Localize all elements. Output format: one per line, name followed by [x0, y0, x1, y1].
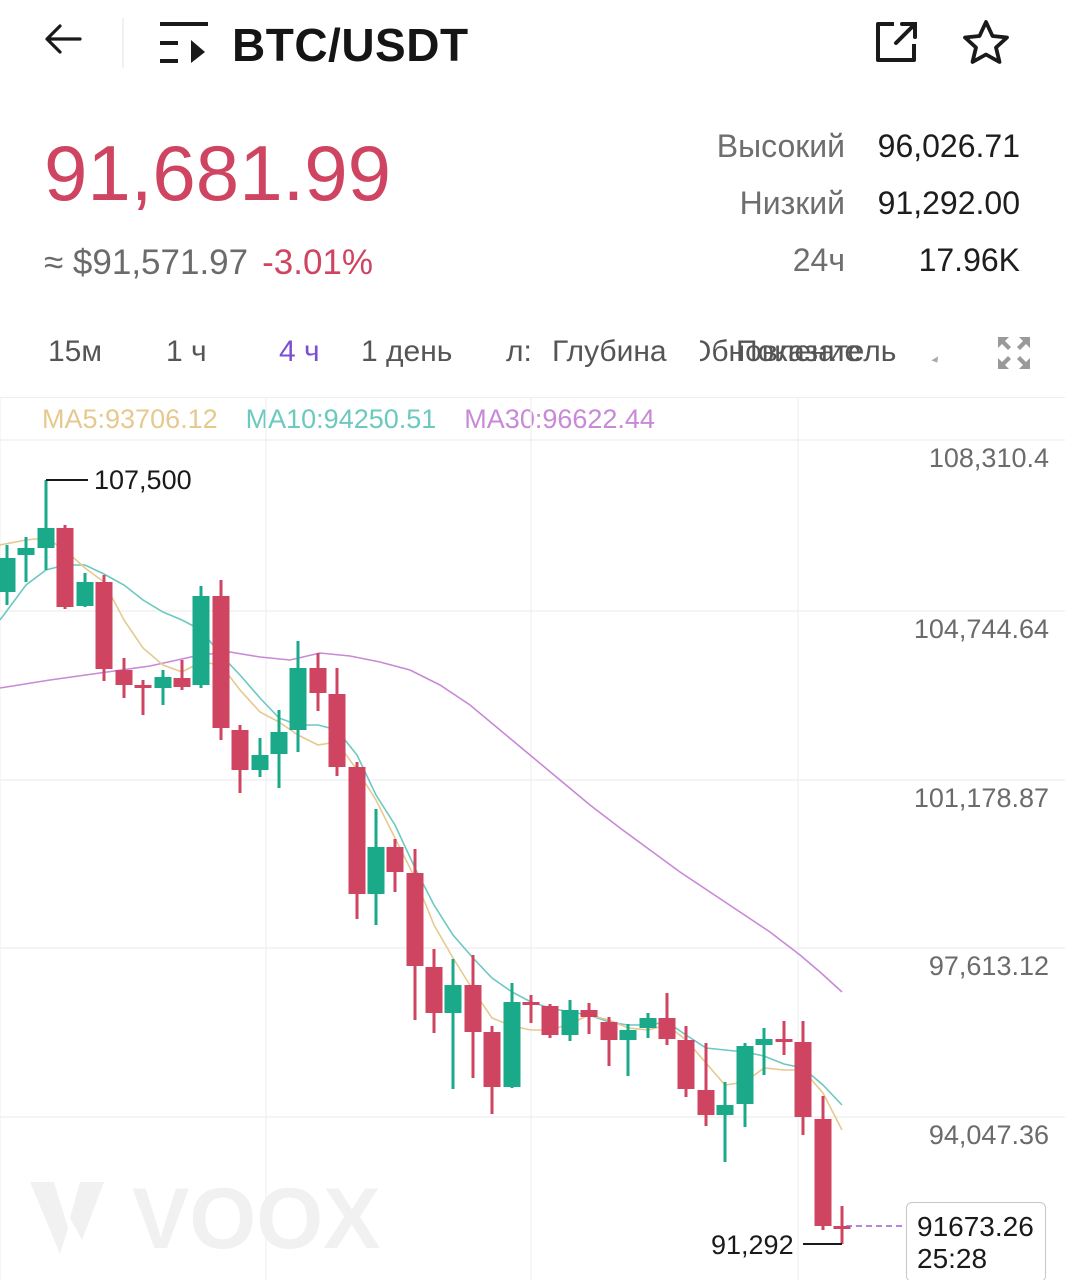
stat-low: Низкий 91,292.00: [620, 175, 1020, 232]
ma-line: [0, 651, 843, 993]
candle-body: [115, 670, 133, 685]
candle-body: [464, 985, 482, 1032]
tab-0[interactable]: 15м: [48, 335, 102, 368]
stat-value: 96,026.71: [877, 128, 1020, 164]
candle-body: [503, 1002, 521, 1087]
candle-body: [522, 1002, 540, 1005]
y-axis-tick: 108,310.4: [928, 443, 1049, 473]
min-price-label: 91,292: [711, 1230, 794, 1260]
candle-body: [580, 1010, 598, 1017]
top-bar: BTC/USDT: [0, 0, 1065, 90]
candle-body: [697, 1090, 715, 1115]
candle-body: [716, 1105, 734, 1115]
arrow-left-icon[interactable]: [40, 18, 88, 62]
candle-body: [328, 694, 346, 767]
tab-4[interactable]: л:: [506, 335, 532, 368]
candle-body: [541, 1006, 559, 1035]
candle-body: [17, 548, 35, 555]
candle-body: [639, 1018, 657, 1028]
ma10-label: MA10:94250.51: [245, 404, 437, 434]
candle-body: [677, 1040, 695, 1089]
y-axis-tick: 104,744.64: [913, 614, 1049, 644]
candle-body: [619, 1030, 637, 1040]
stat-label: Низкий: [739, 185, 845, 221]
tab-5[interactable]: Глубина: [552, 335, 667, 368]
candle-body: [814, 1119, 832, 1226]
candle-body: [775, 1039, 793, 1042]
ma30-label: MA30:96622.44: [464, 404, 655, 434]
price-sub: ≈ $91,571.97 -3.01%: [44, 243, 373, 283]
stat-value: 17.96K: [918, 242, 1020, 278]
y-axis-tick: 97,613.12: [928, 951, 1049, 981]
candle-body: [600, 1022, 618, 1040]
external-link-icon[interactable]: [872, 18, 922, 66]
candle-body: [425, 967, 443, 1013]
change-percent: -3.01%: [262, 243, 374, 282]
candle-body: [736, 1046, 754, 1104]
ticker-stats: Высокий 96,026.71 Низкий 91,292.00 24ч 1…: [620, 118, 1020, 289]
stat-label: 24ч: [792, 242, 845, 278]
candle-body: [289, 668, 307, 730]
candle-body: [755, 1039, 773, 1045]
header-divider: [122, 18, 124, 68]
tab-7[interactable]: Показатель: [736, 335, 897, 368]
usd-equivalent: ≈ $91,571.97: [44, 243, 249, 282]
candle-body: [212, 596, 230, 728]
ma-legend: MA5:93706.12 MA10:94250.51 MA30:96622.44: [42, 404, 683, 435]
candle-body: [386, 847, 404, 872]
candle-body: [231, 730, 249, 770]
candle-body: [309, 668, 327, 693]
stat-volume: 24ч 17.96K: [620, 232, 1020, 289]
fullscreen-icon[interactable]: [996, 335, 1032, 371]
candle-body: [56, 528, 74, 607]
candle-body: [444, 985, 462, 1013]
current-price-tag: 91673.26 25:28: [906, 1202, 1046, 1280]
stat-value: 91,292.00: [877, 185, 1020, 221]
candle-body: [192, 596, 210, 685]
y-axis-tick: 101,178.87: [913, 783, 1049, 813]
candle-body: [76, 582, 94, 606]
ma-line: [0, 537, 843, 1131]
pair-title[interactable]: BTC/USDT: [232, 19, 469, 71]
last-price: 91,681.99: [44, 129, 392, 217]
candle-body: [134, 685, 152, 688]
candle-body: [483, 1032, 501, 1087]
tab-1[interactable]: 1 ч: [166, 335, 207, 368]
candle-body: [154, 677, 172, 688]
tab-6[interactable]: Обновление: [688, 335, 862, 368]
candle-body: [37, 528, 55, 548]
stat-label: Высокий: [716, 128, 845, 164]
ma5-label: MA5:93706.12: [42, 404, 218, 434]
candle-body: [561, 1010, 579, 1035]
ma-line: [0, 564, 843, 1106]
candle-body: [0, 558, 16, 592]
stat-high: Высокий 96,026.71: [620, 118, 1020, 175]
candle-body: [794, 1042, 812, 1117]
candle-body: [658, 1018, 676, 1039]
y-axis-tick: 94,047.36: [928, 1120, 1049, 1150]
candle-body: [95, 582, 113, 669]
max-price-label: 107,500: [94, 465, 192, 495]
current-price: 91673.26: [917, 1211, 1034, 1242]
candle-body: [367, 847, 385, 894]
candle-countdown: 25:28: [917, 1243, 988, 1274]
candle-body: [251, 755, 269, 770]
svg-text:VOOX: VOOX: [132, 1178, 380, 1258]
candle-body: [406, 873, 424, 966]
voox-watermark-logo: VOOX: [30, 1178, 380, 1258]
candle-body: [270, 732, 288, 754]
candle-body: [348, 767, 366, 894]
star-icon[interactable]: [960, 18, 1012, 68]
interval-tabs: 15м 1 ч 4 ч 1 день л: Глубина Обновление Показа…: [0, 325, 1065, 385]
list-toggle-icon[interactable]: [160, 22, 210, 64]
tab-3[interactable]: 1 день: [361, 335, 453, 368]
chart-divider: [0, 397, 1065, 398]
candle-body: [833, 1226, 851, 1229]
candle-body: [173, 678, 191, 687]
tab-2[interactable]: 4 ч: [279, 335, 320, 368]
